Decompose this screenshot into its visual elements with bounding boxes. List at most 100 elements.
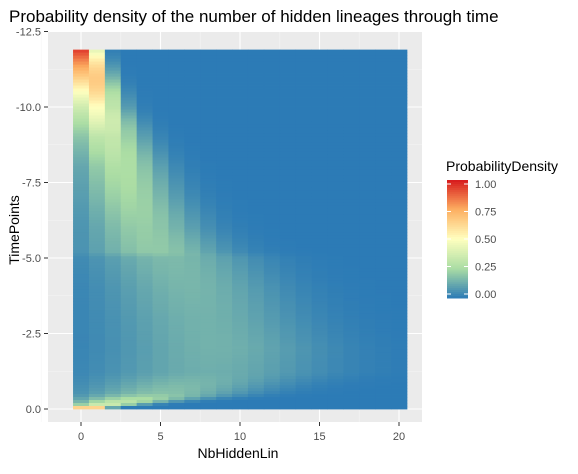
density-tile [247,88,265,92]
density-tile [73,220,90,224]
density-tile [311,136,328,140]
density-tile [232,382,249,386]
density-tile [88,100,106,104]
density-tile [168,205,185,209]
density-tile [88,346,106,350]
density-tile [247,340,265,344]
density-tile [359,82,376,86]
density-tile [343,130,360,134]
density-tile [200,67,217,71]
density-tile [232,58,249,62]
density-tile [311,397,328,401]
density-tile [152,406,169,410]
density-tile [184,316,201,320]
density-tile [359,274,376,278]
density-tile [73,142,90,146]
density-tile [184,262,201,266]
legend-swatch [447,254,468,258]
density-tile [279,334,297,338]
density-tile [168,403,185,407]
density-tile [73,259,90,263]
y-tick-label: -5.0 [22,253,41,265]
density-tile [295,358,312,362]
density-tile [327,286,344,290]
legend-swatch [447,213,468,216]
density-tile [216,67,233,71]
density-tile [184,175,201,179]
density-tile [327,370,344,374]
density-tile [232,370,249,374]
density-tile [104,184,122,188]
density-tile [200,154,217,158]
density-tile [279,346,297,350]
density-tile [343,181,360,185]
density-tile [343,280,360,284]
density-tile [279,232,297,236]
density-tile [136,259,153,263]
density-tile [232,250,249,254]
density-tile [279,295,297,299]
density-tile [247,388,265,392]
density-tile [120,289,138,293]
density-tile [279,115,297,119]
density-tile [327,379,344,383]
density-tile [136,328,153,332]
density-tile [359,328,376,332]
density-tile [232,166,249,170]
density-tile [295,355,312,359]
density-tile [343,388,360,392]
density-tile [343,364,360,368]
density-tile [311,106,328,110]
density-tile [391,145,408,149]
density-tile [263,100,281,104]
density-tile [104,391,122,395]
density-tile [279,247,297,251]
density-tile [136,307,153,311]
density-tile [343,256,360,260]
density-tile [375,88,392,92]
density-tile [295,289,312,293]
density-tile [279,163,297,167]
density-tile [343,205,360,209]
density-tile [104,139,122,143]
density-tile [136,331,153,335]
density-tile [295,190,312,194]
density-tile [247,190,265,194]
density-tile [152,55,169,60]
density-tile [216,223,233,227]
density-tile [295,139,312,143]
density-tile [120,205,138,209]
density-tile [216,202,233,206]
density-tile [184,76,201,80]
density-tile [120,49,138,54]
density-tile [359,403,376,407]
density-tile [327,346,344,350]
density-tile [359,214,376,218]
density-tile [136,388,153,392]
density-tile [120,61,138,65]
density-tile [200,346,217,350]
density-tile [184,121,201,125]
density-tile [184,340,201,344]
density-tile [216,64,233,68]
density-tile [247,406,265,410]
density-tile [327,406,344,410]
density-tile [216,322,233,326]
density-tile [73,76,90,80]
density-tile [327,76,344,80]
density-tile [232,88,249,92]
density-tile [152,265,169,269]
density-tile [295,259,312,263]
density-tile [375,130,392,134]
density-tile [136,181,153,185]
density-tile [168,397,185,401]
density-tile [359,145,376,149]
density-tile [184,103,201,107]
density-tile [216,133,233,137]
density-tile [263,169,281,173]
density-tile [263,133,281,137]
density-tile [343,247,360,251]
density-tile [200,187,217,191]
density-tile [295,157,312,161]
density-tile [232,226,249,230]
